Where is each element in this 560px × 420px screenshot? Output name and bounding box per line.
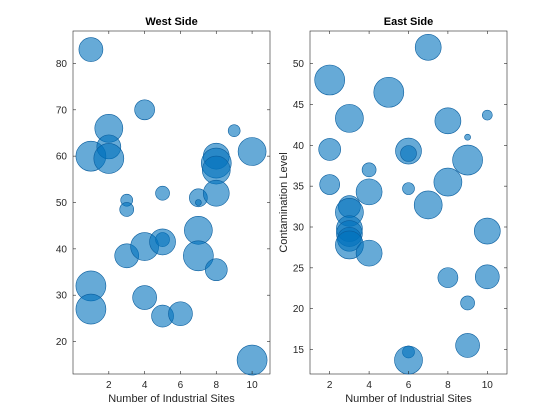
y-tick-label-east-side: 50 [293, 59, 305, 70]
bubble-west-side-28 [237, 137, 267, 166]
x-axis-label-east-side: Number of Industrial Sites [345, 393, 472, 405]
bubble-east-side-28 [481, 109, 493, 121]
y-tick-label-west-side: 40 [56, 244, 68, 255]
y-tick-label-west-side: 60 [56, 152, 68, 163]
bubble-west-side-27 [227, 124, 241, 137]
bubble-east-side-29 [473, 217, 501, 245]
y-tick-label-east-side: 25 [293, 263, 305, 274]
x-tick-label-west-side: 10 [247, 380, 259, 391]
bubble-west-side-17 [168, 301, 193, 327]
bubble-east-side-13 [373, 76, 405, 108]
bubble-east-side-12 [355, 239, 383, 267]
bubble-east-side-22 [433, 167, 463, 197]
bubble-west-side-20 [184, 216, 213, 245]
bubble-west-side-15 [149, 228, 176, 256]
bubble-east-side-23 [437, 267, 459, 288]
x-tick-label-east-side: 10 [482, 380, 494, 391]
axes-east-side: 2 4 6 8 10 15 20 25 30 35 40 45 50 East Side Number … [278, 16, 508, 405]
x-tick-label-west-side: 4 [142, 380, 148, 391]
y-axis-label-east-side: Contamination Level [278, 152, 290, 252]
bubble-east-side-16 [402, 182, 415, 195]
bubble-east-side-2 [319, 174, 341, 195]
axes-west-side: 2 4 6 8 10 20 30 40 50 60 70 80 West Side Number of… [56, 16, 271, 405]
bubble-east-side-21 [434, 107, 462, 135]
x-tick-label-east-side: 8 [445, 380, 451, 391]
bubble-east-side-11 [355, 178, 383, 206]
y-tick-label-east-side: 30 [293, 223, 305, 234]
x-tick-label-east-side: 6 [406, 380, 412, 391]
bubble-east-side-1 [318, 138, 342, 161]
bubble-west-side-8 [119, 202, 135, 217]
chart-title-east-side: East Side [384, 16, 434, 28]
bubble-west-side-21 [183, 240, 214, 272]
bubble-west-side-13 [155, 185, 170, 201]
x-tick-label-east-side: 4 [366, 380, 372, 391]
bubble-west-side-12 [132, 285, 157, 310]
y-tick-label-west-side: 80 [56, 59, 68, 70]
bubble-east-side-25 [452, 144, 483, 176]
bubble-east-side-19 [414, 34, 442, 61]
bubble-east-side-30 [474, 264, 500, 290]
bubble-east-side-0 [314, 64, 346, 96]
x-tick-label-east-side: 2 [327, 380, 333, 391]
y-tick-label-west-side: 30 [56, 291, 68, 302]
y-tick-label-east-side: 20 [293, 304, 305, 315]
x-axis-label-west-side: Number of Industrial Sites [108, 393, 235, 405]
bubble-east-side-15 [400, 145, 417, 162]
bubble-west-side-10 [134, 99, 155, 121]
bubble-west-side-26 [204, 258, 228, 282]
y-tick-label-east-side: 40 [293, 141, 305, 152]
bubble-west-side-19 [195, 199, 202, 206]
bubble-west-side-0 [78, 37, 104, 62]
chart-title-west-side: West Side [145, 16, 197, 28]
y-tick-label-east-side: 45 [293, 100, 305, 111]
x-tick-label-west-side: 6 [178, 380, 184, 391]
bubble-west-side-6 [93, 143, 125, 174]
bubble-west-side-29 [236, 344, 268, 376]
bubble-west-side-24 [201, 155, 231, 185]
y-tick-label-east-side: 35 [293, 182, 305, 193]
bubble-east-side-18 [394, 345, 423, 375]
y-tick-label-west-side: 50 [56, 198, 68, 209]
bubble-west-side-3 [75, 293, 107, 325]
y-tick-label-east-side: 15 [293, 345, 305, 356]
x-tick-label-west-side: 8 [213, 380, 219, 391]
x-tick-label-west-side: 2 [106, 380, 112, 391]
y-tick-label-west-side: 70 [56, 105, 68, 116]
bubble-east-side-10 [361, 162, 377, 178]
y-tick-label-west-side: 20 [56, 337, 68, 348]
bubble-east-side-24 [464, 133, 471, 141]
bubble-east-side-27 [455, 333, 480, 358]
bubble-east-side-26 [460, 295, 475, 311]
bubble-east-side-3 [335, 104, 364, 133]
bubble-east-side-20 [413, 190, 443, 220]
bubble-west-side-25 [202, 179, 230, 207]
